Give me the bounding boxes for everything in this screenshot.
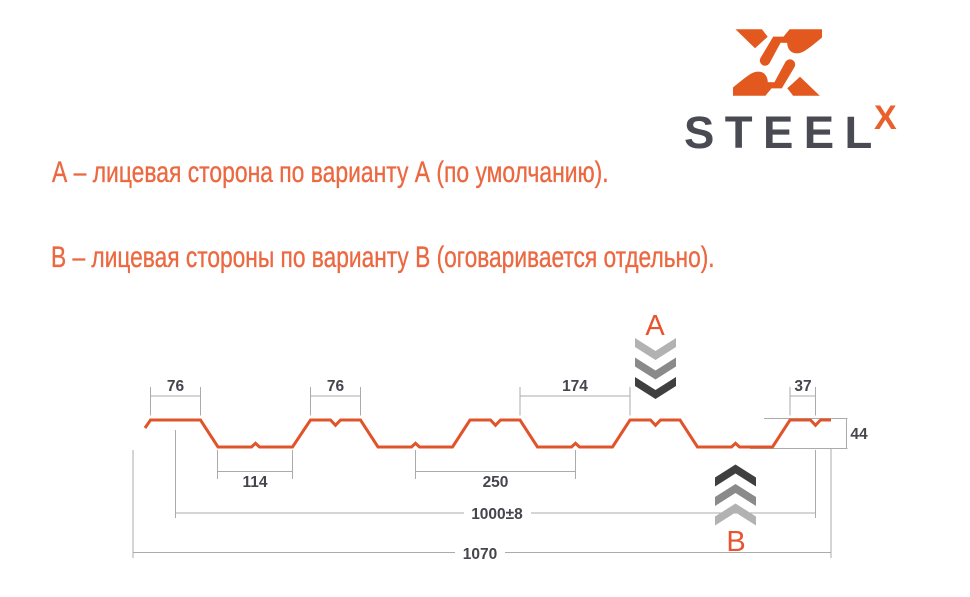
svg-text:76: 76: [167, 378, 185, 395]
svg-text:174: 174: [562, 378, 588, 395]
svg-text:250: 250: [483, 474, 509, 491]
svg-text:76: 76: [327, 378, 345, 395]
svg-text:А: А: [645, 310, 665, 342]
svg-text:В: В: [726, 526, 745, 558]
svg-text:1000±8: 1000±8: [471, 506, 523, 523]
svg-text:44: 44: [850, 426, 868, 443]
svg-text:114: 114: [242, 474, 267, 491]
svg-text:1070: 1070: [463, 546, 497, 563]
svg-text:37: 37: [794, 378, 811, 395]
